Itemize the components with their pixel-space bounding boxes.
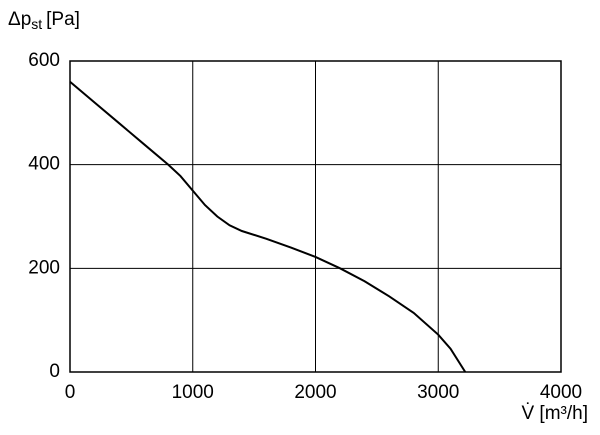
y-label-main: Δp bbox=[8, 9, 31, 30]
plot-frame bbox=[69, 60, 562, 373]
y-tick-label: 400 bbox=[28, 154, 60, 175]
x-tick-label: 4000 bbox=[540, 382, 582, 403]
y-label-unit: [Pa] bbox=[46, 9, 80, 30]
x-tick-label: 1000 bbox=[172, 382, 214, 403]
x-tick-label: 3000 bbox=[417, 382, 459, 403]
y-tick-label: 600 bbox=[28, 50, 60, 71]
y-tick-label: 0 bbox=[49, 361, 60, 382]
y-label-sub: st bbox=[31, 16, 42, 32]
x-tick-label: 2000 bbox=[294, 382, 336, 403]
x-axis-label: V̇ [m³/h] bbox=[521, 403, 588, 424]
y-tick-label: 200 bbox=[28, 257, 60, 278]
x-tick-label: 0 bbox=[65, 382, 76, 403]
curve bbox=[69, 80, 467, 373]
y-axis-label: Δpst [Pa] bbox=[8, 9, 80, 32]
